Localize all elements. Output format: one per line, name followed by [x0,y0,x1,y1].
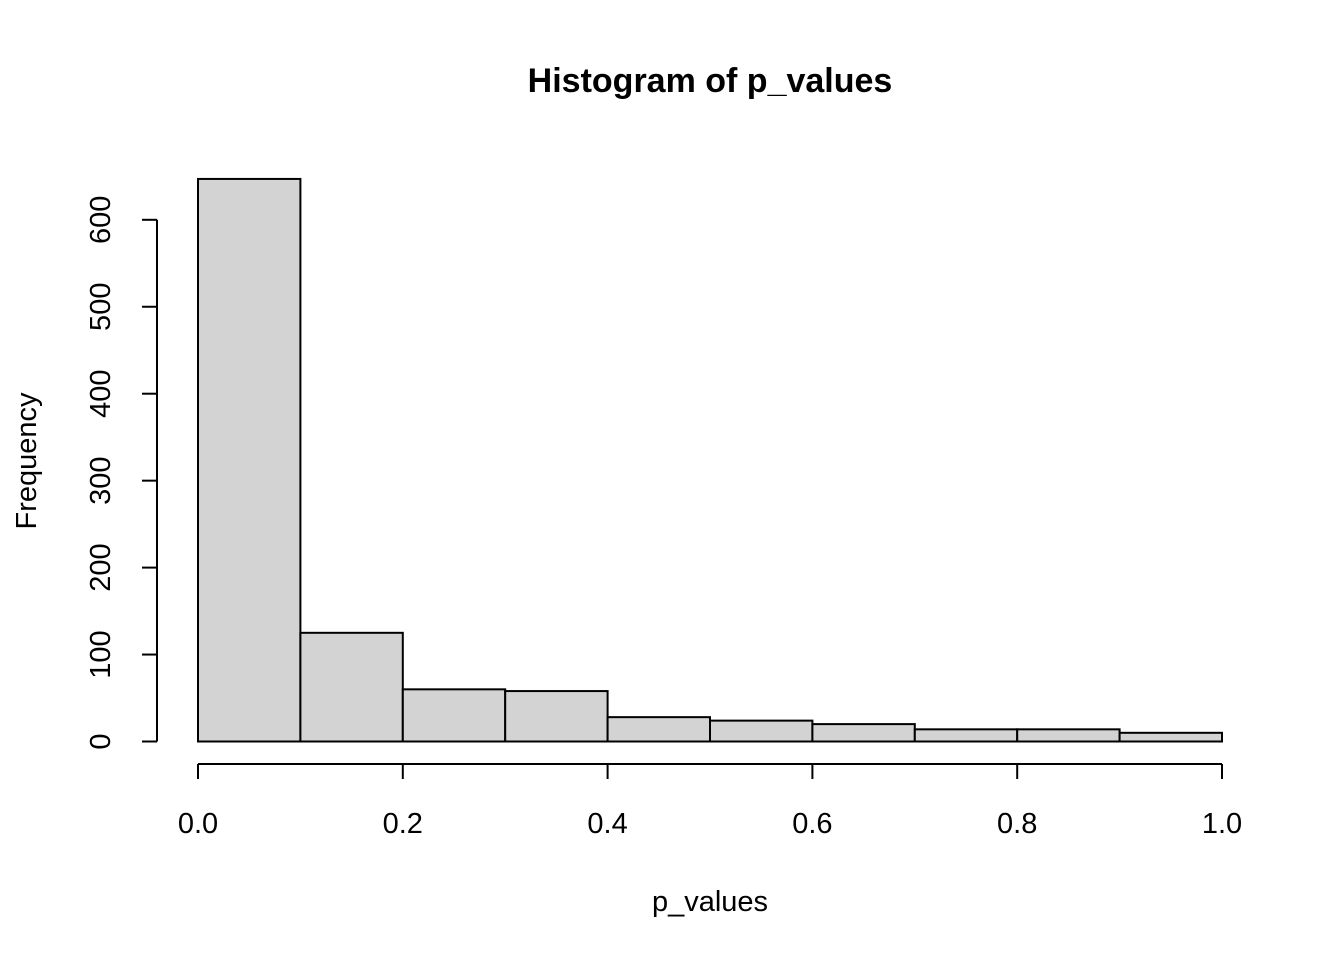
y-tick-label: 600 [85,196,117,244]
histogram-bar-5 [606,716,711,743]
y-tick-label: 400 [85,370,117,418]
y-tick-label: 0 [85,733,117,749]
x-tick-label: 0.0 [178,808,218,840]
y-axis: 0 100 200 300 400 500 600 [85,196,158,750]
x-tick-label: 0.2 [383,808,423,840]
x-axis-label: p_values [652,886,768,918]
histogram-bars [197,177,1223,743]
x-axis: 0.0 0.2 0.4 0.6 0.8 1.0 [178,763,1242,840]
chart-title: Histogram of p_values [528,62,893,100]
x-tick-label: 0.8 [997,808,1037,840]
y-tick-label: 500 [85,283,117,331]
histogram-bar-6 [709,719,814,743]
y-axis-label: Frequency [11,392,43,530]
x-tick-label: 0.4 [587,808,627,840]
y-tick-label: 300 [85,456,117,504]
y-tick-label: 100 [85,630,117,678]
histogram-bar-4 [504,690,609,743]
histogram-bar-1 [197,177,302,743]
histogram-bar-2 [299,631,404,743]
x-tick-label: 0.6 [792,808,832,840]
histogram-bar-9 [1016,728,1121,743]
x-tick-label: 1.0 [1202,808,1242,840]
histogram-bar-10 [1118,731,1223,743]
histogram-bar-7 [811,723,916,743]
y-tick-label: 200 [85,543,117,591]
histogram-bar-8 [913,728,1019,743]
histogram-bar-3 [401,688,507,743]
